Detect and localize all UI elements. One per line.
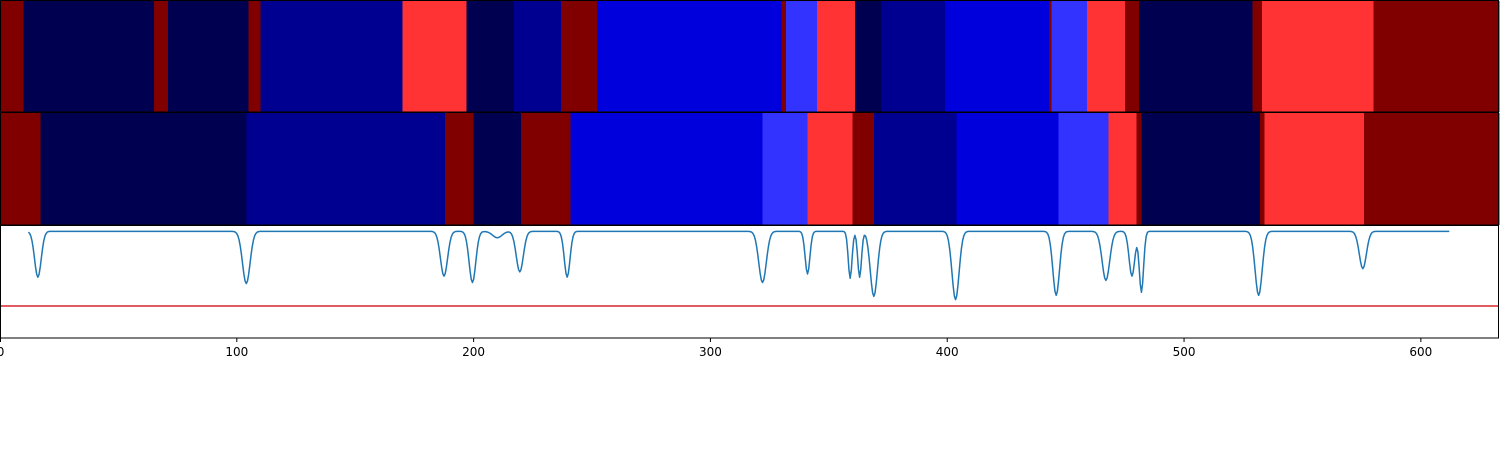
track-1-segment-3 (153, 1, 169, 112)
track-2-segment-9 (807, 113, 854, 225)
x-tick-label-100: 100 (225, 345, 248, 359)
track-2-segment-8 (762, 113, 809, 225)
upper-heatmap-track (0, 1, 1500, 112)
track-1-segment-18 (1049, 1, 1053, 112)
track-1-segment-6 (260, 1, 404, 112)
track-2-segment-4 (445, 113, 475, 225)
track-1-segment-2 (23, 1, 155, 112)
track-1-segment-24 (1262, 1, 1375, 112)
panel-frame-3 (0, 225, 1499, 339)
track-2-segment-15 (1136, 113, 1143, 225)
track-1-segment-16 (880, 1, 946, 112)
lower-heatmap-track (0, 113, 1500, 225)
track-2-segment-12 (956, 113, 1060, 225)
track-2-segment-3 (246, 113, 446, 225)
track-1-segment-17 (944, 1, 1050, 112)
track-2-segment-17 (1259, 113, 1266, 225)
track-2-segment-2 (40, 113, 247, 225)
track-2-segment-11 (873, 113, 958, 225)
track-1-segment-12 (781, 1, 787, 112)
track-1-segment-25 (1373, 1, 1500, 112)
x-tick-label-300: 300 (699, 345, 722, 359)
signal-line (27, 230, 1450, 301)
track-2-segment-6 (520, 113, 572, 225)
track-1-segment-15 (854, 1, 882, 112)
track-1-segment-11 (596, 1, 783, 112)
track-1-segment-13 (786, 1, 818, 112)
signal-line-panel (0, 226, 1499, 338)
track-1-segment-4 (168, 1, 250, 112)
track-1-segment-7 (402, 1, 468, 112)
x-tick-label-600: 600 (1409, 345, 1432, 359)
track-1-segment-9 (513, 1, 562, 112)
track-1-segment-21 (1124, 1, 1140, 112)
track-1-segment-20 (1086, 1, 1126, 112)
track-2-segment-14 (1108, 113, 1138, 225)
track-1-segment-8 (466, 1, 515, 112)
x-axis: 0 100 200 300 400 500 600 (0, 338, 1432, 359)
track-1-segment-1 (0, 1, 25, 112)
track-1-segment-23 (1252, 1, 1263, 112)
track-2-segment-18 (1264, 113, 1365, 225)
track-1-segment-22 (1139, 1, 1254, 112)
track-1-segment-14 (816, 1, 856, 112)
panel-frames (0, 0, 1499, 339)
track-1-segment-19 (1051, 1, 1088, 112)
track-2-segment-7 (570, 113, 764, 225)
x-tick-label-0: 0 (0, 345, 4, 359)
track-2-segment-16 (1141, 113, 1261, 225)
x-tick-label-500: 500 (1173, 345, 1196, 359)
track-2-segment-19 (1364, 113, 1500, 225)
track-2-segment-1 (0, 113, 41, 225)
track-1-segment-10 (561, 1, 598, 112)
x-tick-label-400: 400 (936, 345, 959, 359)
track-2-segment-13 (1058, 113, 1109, 225)
track-2-segment-5 (473, 113, 522, 225)
track-1-segment-5 (248, 1, 262, 112)
track-2-segment-10 (852, 113, 875, 225)
line-panel-background (0, 226, 1499, 338)
x-tick-label-200: 200 (462, 345, 485, 359)
